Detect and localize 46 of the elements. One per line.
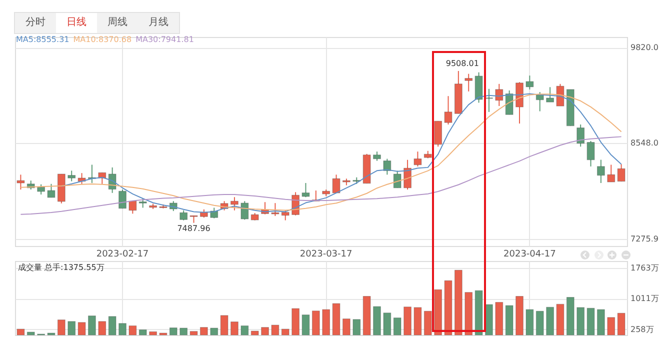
candlestick [37,184,46,195]
y-tick-label: 1763万 [630,263,659,272]
candlestick [230,196,238,211]
candlestick [556,83,564,107]
candlestick [526,75,534,90]
candlestick [332,174,340,194]
annotation: 7487.96 [177,224,210,233]
text: MA30:7941.81 [136,35,194,44]
candlestick [434,120,442,148]
tab-bar: 分时 日线 周线 月线 [14,12,180,34]
candlestick [373,151,381,162]
candlestick [16,174,25,190]
y-tick-label: 8548.0 [630,138,658,148]
x-tick-label: 2023-04-17 [504,250,556,260]
candlestick [576,124,585,148]
y-tick-label: 7275.9 [630,234,658,244]
chart-title: 成交量 总手:1375.55万 [18,263,104,272]
candlestick [607,164,616,182]
candlestick [495,83,504,107]
text: MA10:8370.68 [73,35,132,44]
candlestick [393,170,402,188]
candlestick [271,202,280,217]
y-tick-label: 258万 [630,324,654,334]
candlestick [474,72,483,104]
candlestick [47,183,56,198]
candlestick [180,210,188,221]
x-tick-label: 2023-03-17 [300,250,352,260]
candlestick [617,164,626,182]
candlestick [444,96,452,126]
candlestick [302,182,310,198]
candlestick [505,90,514,116]
x-tick-label: 2023-02-17 [96,250,149,260]
candlestick [118,189,126,209]
y-tick-label: 9820.0 [630,43,658,52]
candlestick [464,73,473,92]
candlestick [210,207,218,219]
candlestick [586,140,595,167]
y-tick-label: 1011万 [630,294,659,304]
candlestick [546,86,554,103]
candlestick [68,170,76,182]
annotation: 9508.01 [446,58,479,68]
candlestick [128,200,137,214]
candlestick [596,159,605,184]
candlestick [138,198,147,208]
candlestick [414,151,422,167]
text: MA5:8555.31 [16,35,70,44]
